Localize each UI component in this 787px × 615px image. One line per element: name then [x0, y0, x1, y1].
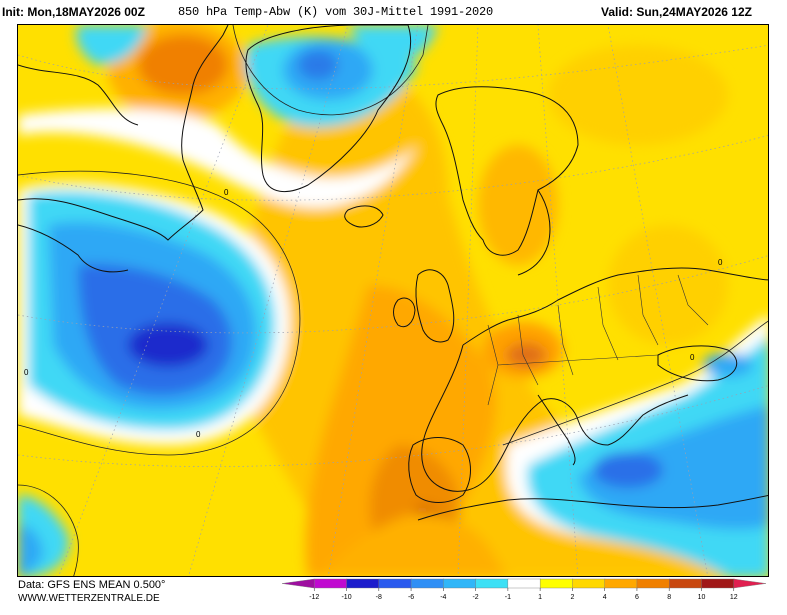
legend-swatch — [669, 578, 703, 589]
contour-label: 0 — [690, 353, 695, 362]
legend-label: 2 — [570, 594, 574, 601]
legend-label: -10 — [341, 594, 351, 601]
borders — [487, 274, 709, 406]
legend-swatch — [539, 578, 574, 589]
legend-swatch — [701, 578, 735, 589]
zero-contours — [18, 25, 768, 576]
legend-swatch — [604, 578, 638, 589]
legend-label: -6 — [408, 594, 414, 601]
anomaly-map: 0 0 0 0 0 — [17, 24, 769, 577]
valid-time-label: Valid: Sun,24MAY2026 12Z — [601, 5, 752, 19]
legend-label: -12 — [309, 594, 319, 601]
legend-label: -8 — [376, 594, 382, 601]
legend-swatch — [281, 578, 315, 589]
coastlines — [18, 25, 768, 521]
legend-swatch — [733, 578, 767, 589]
contour-labels: 0 0 0 0 0 — [24, 188, 723, 439]
legend-swatch — [410, 578, 445, 589]
legend-swatch — [314, 578, 348, 589]
contour-label: 0 — [196, 430, 201, 439]
legend-bar: -12 -10 -8 -6 -4 -2 -1 1 2 4 6 8 10 12 — [281, 578, 767, 601]
legend-swatch — [475, 578, 509, 589]
legend-label: 12 — [730, 594, 738, 601]
graticule — [18, 25, 768, 576]
footer: Data: GFS ENS MEAN 0.500° WWW.WETTERZENT… — [0, 577, 787, 613]
color-legend: -12 -10 -8 -6 -4 -2 -1 1 2 4 6 8 10 12 — [276, 578, 772, 610]
legend-label: 4 — [603, 594, 607, 601]
contour-label: 0 — [24, 368, 29, 377]
website-label: WWW.WETTERZENTRALE.DE — [18, 593, 160, 604]
legend-swatch — [346, 578, 380, 589]
legend-label: -1 — [505, 594, 511, 601]
contour-label: 0 — [224, 188, 229, 197]
init-time-label: Init: Mon,18MAY2026 00Z — [2, 5, 145, 19]
map-title: 850 hPa Temp-Abw (K) vom 30J-Mittel 1991… — [178, 5, 494, 19]
legend-swatch — [636, 578, 670, 589]
legend-label: -4 — [440, 594, 446, 601]
data-source-label: Data: GFS ENS MEAN 0.500° — [18, 579, 166, 591]
legend-swatch — [378, 578, 412, 589]
legend-swatch — [572, 578, 606, 589]
legend-label: 8 — [667, 594, 671, 601]
legend-label: 6 — [635, 594, 639, 601]
legend-swatch — [507, 578, 541, 589]
legend-swatch — [443, 578, 477, 589]
legend-label: 1 — [538, 594, 542, 601]
legend-label: -2 — [472, 594, 478, 601]
legend-label: 10 — [698, 594, 706, 601]
contour-label: 0 — [718, 258, 723, 267]
header: Init: Mon,18MAY2026 00Z 850 hPa Temp-Abw… — [0, 0, 787, 24]
